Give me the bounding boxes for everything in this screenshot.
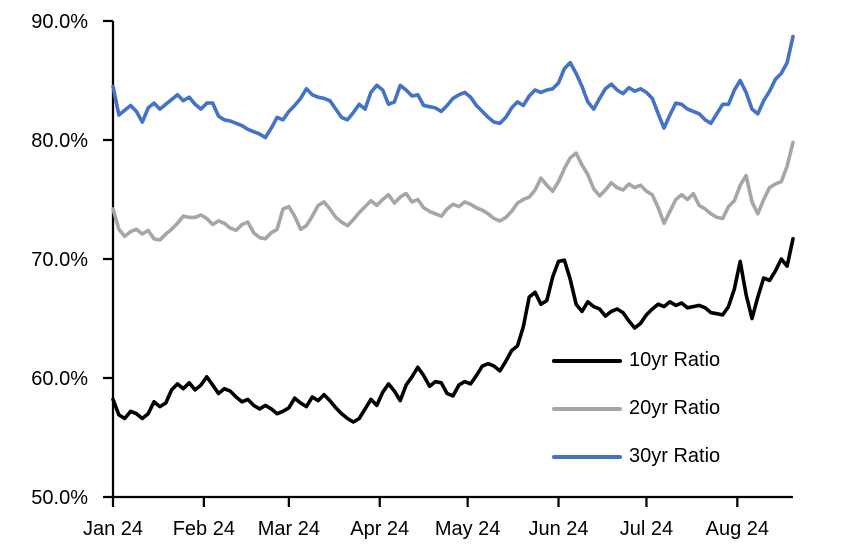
legend-label-10yr: 10yr Ratio <box>629 349 721 371</box>
legend: 10yr Ratio 20yr Ratio 30yr Ratio <box>552 350 720 494</box>
series-line-30yr-ratio <box>111 34 795 140</box>
x-tick-label: Aug 24 <box>706 518 769 540</box>
legend-label-20yr: 20yr Ratio <box>629 397 721 419</box>
y-tick-label: 50.0% <box>31 487 88 509</box>
legend-item-30yr-ratio: 30yr Ratio <box>552 446 720 467</box>
y-tick-label: 90.0% <box>31 11 88 33</box>
x-tick-label: Apr 24 <box>350 518 409 540</box>
legend-item-10yr-ratio: 10yr Ratio <box>552 350 720 371</box>
legend-item-20yr-ratio: 20yr Ratio <box>552 398 720 419</box>
y-tick-label: 70.0% <box>31 249 88 271</box>
legend-line-swatch-30yr <box>552 454 622 459</box>
x-tick-label: Jan 24 <box>83 518 143 540</box>
x-tick-label: Jul 24 <box>620 518 673 540</box>
legend-line-swatch-10yr <box>552 358 622 363</box>
x-tick-label: Feb 24 <box>173 518 235 540</box>
x-tick-label: Jun 24 <box>528 518 588 540</box>
x-tick-label: Mar 24 <box>258 518 320 540</box>
series-line-20yr-ratio <box>111 140 795 242</box>
series-line-10yr-ratio <box>111 237 795 424</box>
y-tick-label: 80.0% <box>31 130 88 152</box>
legend-label-30yr: 30yr Ratio <box>629 445 721 467</box>
legend-line-swatch-20yr <box>552 406 622 411</box>
y-tick-label: 60.0% <box>31 368 88 390</box>
x-tick-label: May 24 <box>435 518 501 540</box>
